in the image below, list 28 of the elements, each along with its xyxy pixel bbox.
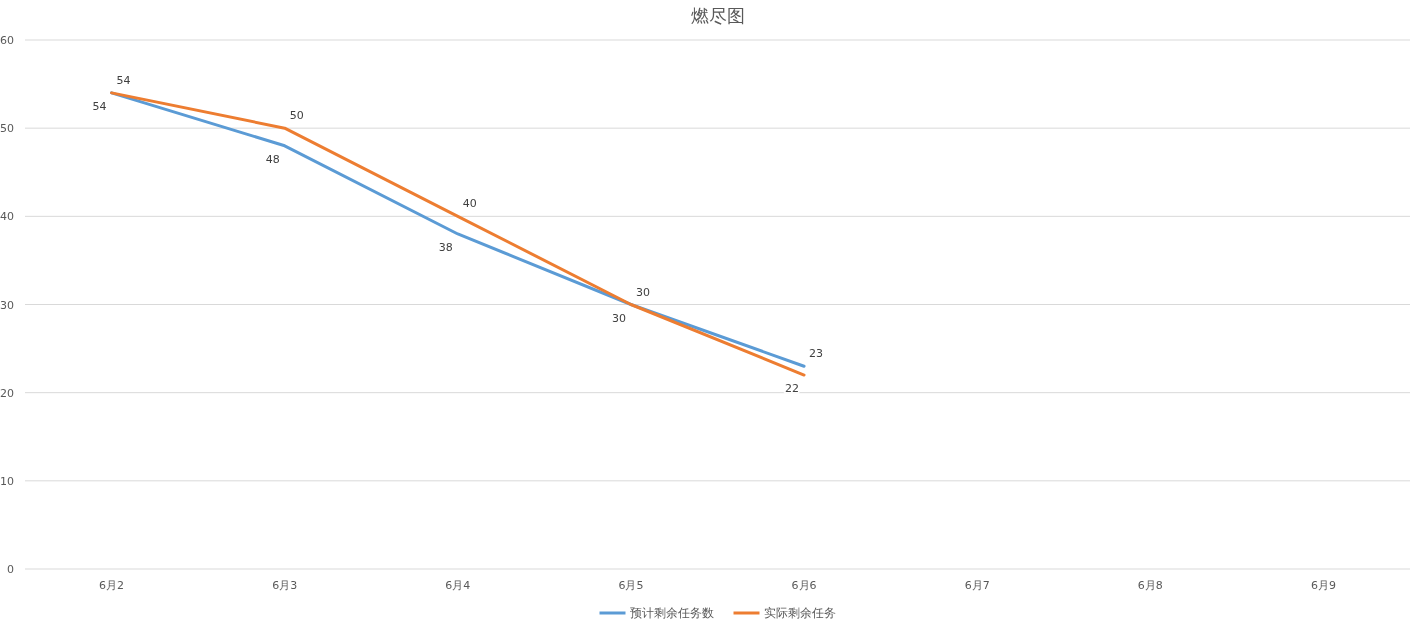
chart-title: 燃尽图 xyxy=(690,5,745,26)
y-tick-label: 30 xyxy=(0,298,14,312)
data-label: 30 xyxy=(611,311,626,325)
x-tick-label: 6月4 xyxy=(445,579,471,592)
legend-label: 预计剩余任务数 xyxy=(629,606,714,620)
data-label: 54 xyxy=(116,73,131,87)
y-tick-label: 10 xyxy=(0,474,14,488)
y-tick-label: 20 xyxy=(0,386,14,400)
data-label: 22 xyxy=(785,382,800,396)
data-label: 50 xyxy=(289,109,304,123)
data-label: 23 xyxy=(809,347,824,361)
x-tick-label: 6月3 xyxy=(272,579,298,592)
data-label: 38 xyxy=(438,240,453,254)
data-label: 30 xyxy=(635,285,650,299)
x-tick-label: 6月2 xyxy=(99,579,125,592)
data-label: 40 xyxy=(462,197,477,211)
y-tick-label: 0 xyxy=(7,563,14,576)
legend-label: 实际剩余任务 xyxy=(763,606,836,620)
y-tick-label: 50 xyxy=(0,122,14,136)
x-tick-label: 6月7 xyxy=(964,579,990,592)
y-tick-label: 40 xyxy=(0,210,14,224)
x-tick-label: 6月6 xyxy=(791,579,817,592)
x-tick-label: 6月8 xyxy=(1137,579,1163,592)
data-label: 48 xyxy=(265,152,280,166)
data-label: 54 xyxy=(92,99,107,113)
x-tick-label: 6月5 xyxy=(618,579,644,592)
x-tick-label: 6月9 xyxy=(1310,579,1336,592)
y-tick-label: 60 xyxy=(0,34,14,47)
